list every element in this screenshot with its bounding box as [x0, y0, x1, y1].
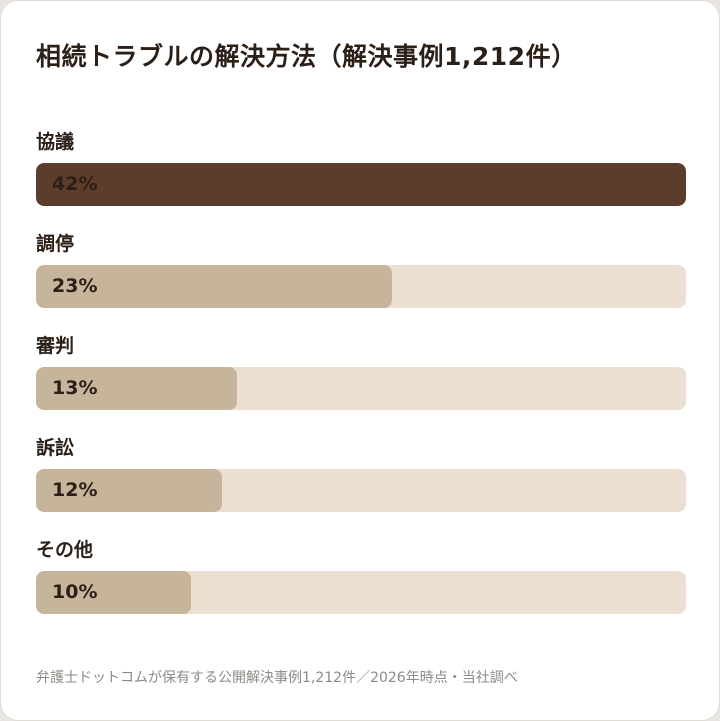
chart-title: 相続トラブルの解決方法（解決事例1,212件）	[36, 42, 577, 71]
bar	[36, 265, 392, 308]
bar-track: 13%	[36, 367, 686, 410]
bar-track: 23%	[36, 265, 686, 308]
value-label: 13%	[52, 377, 98, 399]
value-label: 23%	[52, 275, 98, 297]
value-label: 42%	[52, 173, 98, 195]
bar	[36, 571, 191, 614]
source-note: 弁護士ドットコムが保有する公開解決事例1,212件／2026年時点・当社調べ	[36, 670, 518, 686]
bar-track: 10%	[36, 571, 686, 614]
bar	[36, 163, 686, 206]
bar	[36, 469, 222, 512]
category-label: 審判	[36, 335, 75, 357]
bar	[36, 367, 237, 410]
bar-track: 12%	[36, 469, 686, 512]
value-label: 12%	[52, 479, 98, 501]
category-label: その他	[36, 539, 94, 561]
bar-track: 42%	[36, 163, 686, 206]
category-label: 調停	[36, 233, 75, 255]
value-label: 10%	[52, 581, 98, 603]
category-label: 訴訟	[36, 437, 75, 459]
category-label: 協議	[36, 131, 75, 153]
